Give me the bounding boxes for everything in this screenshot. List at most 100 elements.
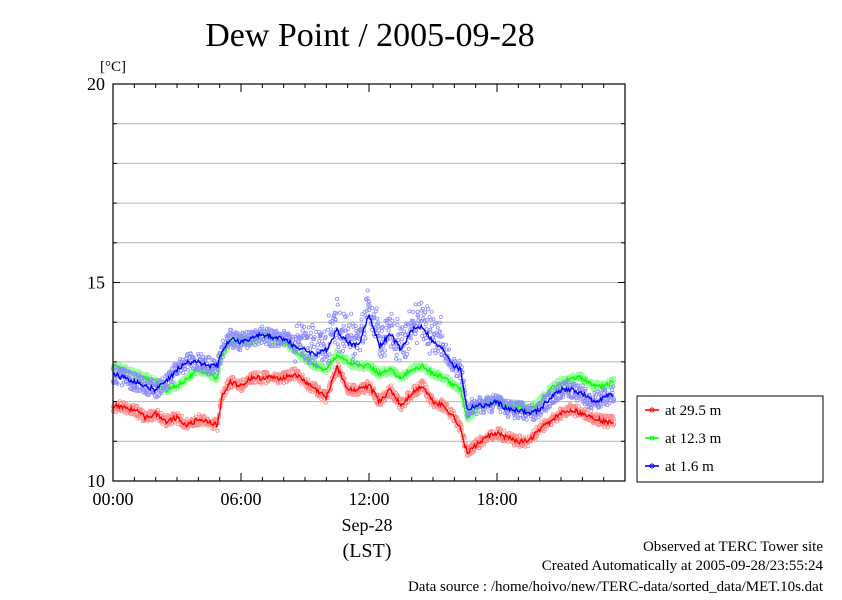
chart-title: Dew Point / 2005-09-28 (205, 17, 535, 54)
data-point (399, 337, 404, 342)
data-point (355, 346, 360, 351)
data-point (315, 342, 320, 347)
data-point (413, 302, 418, 307)
data-point (425, 304, 430, 309)
data-point (324, 371, 329, 376)
data-point (542, 425, 547, 430)
data-point (436, 340, 441, 345)
data-point (275, 381, 280, 386)
data-point (147, 373, 152, 378)
data-point (259, 381, 264, 386)
data-point (140, 409, 145, 414)
data-point (612, 417, 617, 422)
data-point (212, 358, 217, 363)
data-point (326, 313, 331, 318)
y-axis-label: [°C] (100, 59, 126, 75)
data-point (381, 391, 386, 396)
data-point (169, 422, 174, 427)
data-point (265, 370, 270, 375)
data-point (308, 346, 313, 351)
data-point (505, 439, 510, 444)
data-point (137, 415, 142, 420)
data-point (184, 416, 189, 421)
data-point (372, 386, 377, 391)
data-point (453, 369, 458, 374)
data-point (432, 405, 437, 410)
legend: at 29.5 m at 12.3 m at 1.6 m (636, 395, 824, 483)
data-point (389, 311, 394, 316)
data-point (583, 386, 588, 391)
y-tick-label: 10 (87, 471, 105, 491)
data-point (207, 355, 212, 360)
data-point (335, 302, 340, 307)
data-point (322, 329, 327, 334)
data-point (424, 318, 429, 323)
data-point (345, 356, 350, 361)
data-point (149, 379, 154, 384)
data-point (316, 394, 321, 399)
data-point (365, 288, 370, 293)
data-point (584, 408, 589, 413)
data-point (429, 393, 434, 398)
footer-created: Created Automatically at 2005-09-28/23:5… (542, 558, 824, 574)
data-point (498, 409, 503, 414)
data-point (211, 426, 216, 431)
data-point (321, 363, 326, 368)
data-point (354, 392, 359, 397)
data-point (130, 375, 135, 380)
data-point (431, 317, 436, 322)
data-point (178, 368, 183, 373)
data-point (341, 323, 346, 328)
data-point (199, 369, 204, 374)
data-point (458, 422, 463, 427)
legend-label: at 12.3 m (665, 431, 722, 447)
data-point (524, 417, 529, 422)
data-point (159, 410, 164, 415)
data-point (446, 347, 451, 352)
data-point (386, 328, 391, 333)
x-tick-label: 12:00 (348, 489, 389, 509)
data-point (181, 370, 186, 375)
data-point (323, 400, 328, 405)
data-point (134, 403, 139, 408)
data-point (229, 385, 234, 390)
legend-label: at 1.6 m (665, 459, 714, 475)
data-point (429, 309, 434, 314)
data-point (308, 330, 313, 335)
data-point (406, 346, 411, 351)
data-point (369, 381, 374, 386)
data-point (178, 356, 183, 361)
x-tick-label: 06:00 (220, 489, 261, 509)
data-point (438, 314, 443, 319)
data-point (317, 384, 322, 389)
data-point (423, 322, 428, 327)
data-point (212, 416, 217, 421)
data-point (424, 384, 429, 389)
data-point (129, 370, 134, 375)
data-point (159, 391, 164, 396)
data-point (137, 372, 142, 377)
data-point (444, 401, 449, 406)
data-point (529, 439, 534, 444)
data-point (351, 366, 356, 371)
data-point (535, 434, 540, 439)
data-point (394, 352, 399, 357)
data-point (296, 368, 301, 373)
data-point (334, 296, 339, 301)
data-point (300, 328, 305, 333)
data-point (115, 381, 120, 386)
data-point (141, 375, 146, 380)
data-point (228, 384, 233, 389)
series-1 (111, 359, 617, 458)
data-point (396, 372, 401, 377)
footer-observed: Observed at TERC Tower site (643, 539, 823, 555)
data-point (199, 352, 204, 357)
data-point (342, 376, 347, 381)
data-point (255, 370, 260, 375)
data-point (165, 386, 170, 391)
data-point (134, 384, 139, 389)
data-point (395, 317, 400, 322)
data-point (382, 348, 387, 353)
